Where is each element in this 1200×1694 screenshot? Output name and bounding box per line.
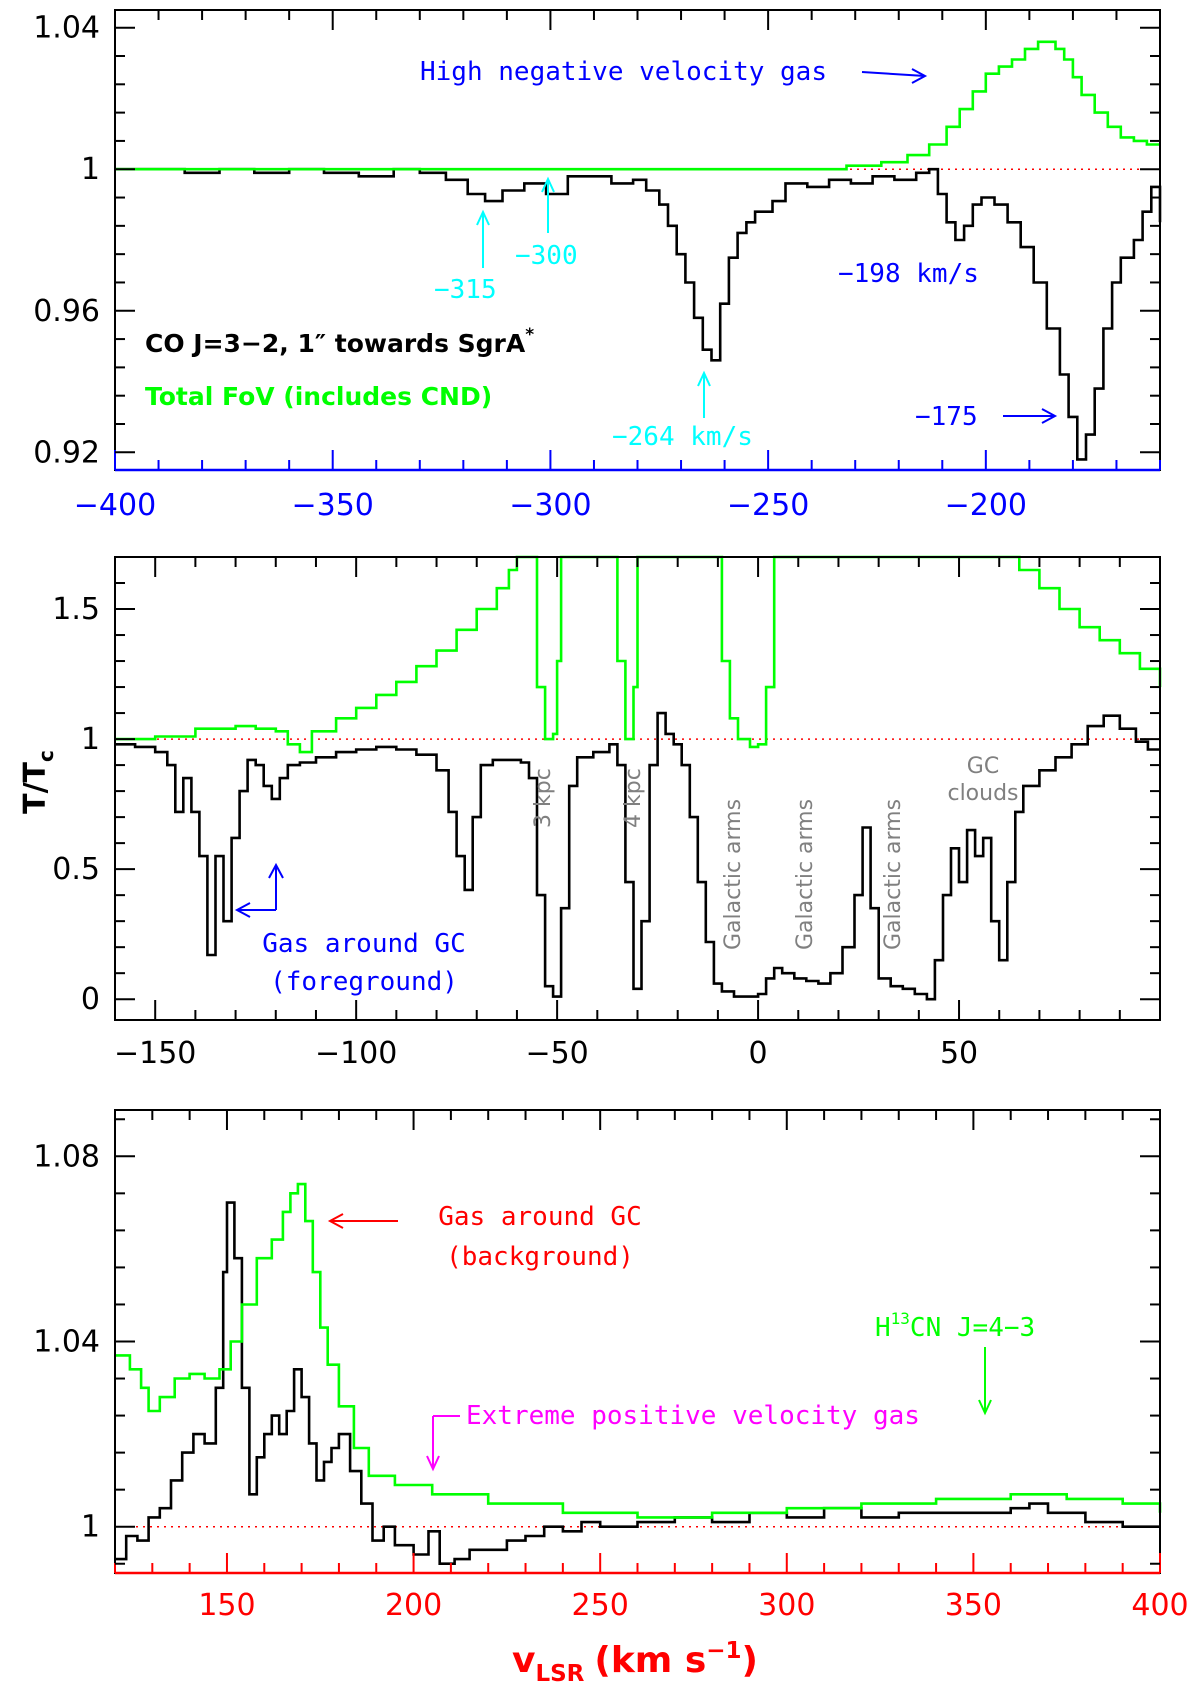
y-tick-label: 1 [81, 152, 100, 187]
x-tick-label: 350 [945, 1588, 1002, 1623]
series-middle-0 [115, 711, 1160, 1001]
x-tick-label: −400 [74, 488, 156, 523]
y-tick-label: 0.92 [33, 435, 100, 470]
x-tick-label: −150 [114, 1036, 196, 1071]
label-m315: −315 [434, 275, 497, 305]
label-m264: −264 km/s [612, 422, 753, 452]
y-tick-label: 1 [81, 1510, 100, 1545]
arrow-m264 [697, 370, 711, 418]
arrow-m315 [476, 209, 490, 268]
panel-top: −400 −350 −300 −250 −200 0.92 0.96 1 1.04 High n… [33, 9, 1162, 523]
y-axis-label: T/Tc [18, 750, 58, 814]
label-3kpc: 3 kpc [531, 768, 556, 828]
y-tick-label: 1.04 [33, 11, 100, 46]
y-tick-label: 1.04 [33, 1325, 100, 1360]
label-clouds: clouds [947, 781, 1018, 806]
label-galactic-arms-3: Galactic arms [881, 799, 906, 950]
label-gc: GC [967, 754, 999, 779]
panel-bottom: 150 200 250 300 350 400 1 1.04 1.08 Gas around G… [33, 1109, 1189, 1687]
x-tick-label: 200 [385, 1588, 442, 1623]
x-tick-label: 300 [758, 1588, 815, 1623]
arrow-extreme [426, 1415, 460, 1472]
arrow-m175 [1003, 408, 1058, 424]
y-tick-label: 1.5 [52, 592, 100, 627]
x-tick-label: −350 [292, 488, 374, 523]
label-4kpc: 4 kpc [621, 768, 646, 828]
x-tick-label: −200 [945, 488, 1027, 523]
label-galactic-arms-1: Galactic arms [721, 799, 746, 950]
x-tick-label: 0 [749, 1036, 768, 1071]
series-middle-1 [115, 555, 1162, 754]
x-tick-label: 50 [940, 1036, 978, 1071]
label-m300: −300 [515, 241, 578, 271]
x-tick-label: 250 [572, 1588, 629, 1623]
y-tick-label: 0 [81, 982, 100, 1017]
high-negative-velocity-label: High negative velocity gas [420, 57, 827, 87]
y-tick-label: 0.96 [33, 294, 100, 329]
foreground-arrows [234, 862, 284, 918]
high-negative-arrow [861, 68, 928, 84]
y-tick-label: 1.08 [33, 1139, 100, 1174]
x-tick-label: 400 [1131, 1588, 1188, 1623]
x-tick-label: −300 [509, 488, 591, 523]
extreme-positive-velocity-label: Extreme positive velocity gas [466, 1401, 920, 1431]
arrow-m300 [541, 176, 555, 233]
series-top-1 [115, 40, 1160, 171]
label-m175: −175 [915, 402, 978, 432]
x-axis-label: vLSR (km s−1) [512, 1638, 758, 1687]
x-tick-label: −50 [525, 1036, 588, 1071]
label-gas-around-gc-fg: Gas around GC [262, 929, 466, 959]
label-background: (background) [446, 1242, 634, 1272]
label-m198: −198 km/s [838, 259, 979, 289]
h13cn-label: H13CN J=4−3 [875, 1309, 1035, 1343]
co-series-label: CO J=3−2, 1″ towards SgrA* [145, 325, 534, 358]
x-tick-label: −100 [315, 1036, 397, 1071]
series-bottom-1 [115, 1182, 1162, 1519]
x-tick-label: −250 [727, 488, 809, 523]
label-foreground: (foreground) [270, 967, 458, 997]
arrow-h13cn [978, 1347, 992, 1416]
label-galactic-arms-2: Galactic arms [793, 799, 818, 950]
series-top-0 [115, 167, 1162, 461]
y-tick-label: 0.5 [52, 852, 100, 887]
fov-series-label: Total FoV (includes CND) [145, 382, 492, 411]
arrow-background [327, 1213, 398, 1229]
label-gas-around-gc-bg: Gas around GC [438, 1202, 642, 1232]
x-tick-label: 150 [198, 1588, 255, 1623]
series-bottom-0 [115, 1201, 1160, 1565]
y-tick-label: 1 [81, 722, 100, 757]
